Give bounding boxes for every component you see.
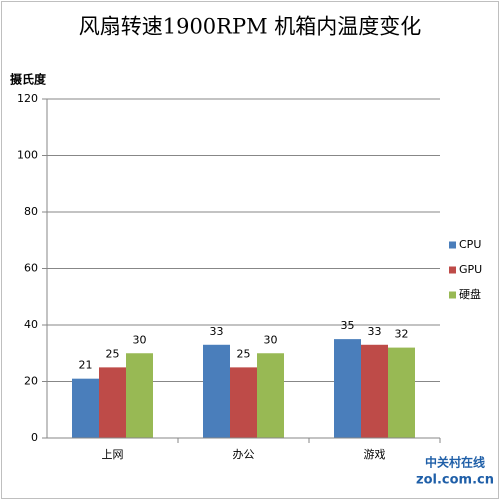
value-label: 21 (79, 359, 93, 372)
x-tick-label: 办公 (233, 448, 255, 461)
bar (72, 378, 99, 438)
y-tick-label: 20 (24, 375, 38, 388)
value-label: 30 (264, 333, 278, 346)
bar (388, 347, 415, 438)
bar (203, 344, 230, 438)
value-label: 33 (368, 325, 382, 338)
legend-swatch (449, 266, 456, 274)
x-tick-label: 游戏 (364, 448, 386, 461)
value-label: 25 (106, 347, 120, 360)
bar (230, 367, 257, 438)
value-label: 32 (395, 328, 409, 341)
bar (99, 367, 126, 438)
y-tick-label: 100 (17, 149, 38, 162)
value-label: 30 (133, 333, 147, 346)
y-tick-label: 120 (17, 92, 38, 105)
bar (361, 344, 388, 438)
x-tick-label: 上网 (102, 448, 124, 461)
legend-swatch (449, 241, 456, 249)
y-tick-label: 60 (24, 262, 38, 275)
value-label: 35 (341, 319, 355, 332)
chart-title: 风扇转速1900RPM 机箱内温度变化 (79, 15, 422, 39)
value-label: 33 (210, 325, 224, 338)
y-axis-label: 摄氏度 (10, 72, 47, 87)
value-label: 25 (237, 347, 251, 360)
y-tick-label: 80 (24, 205, 38, 218)
watermark: 中关村在线 (425, 455, 485, 470)
y-tick-label: 0 (31, 431, 38, 444)
bar (334, 339, 361, 438)
legend-swatch (449, 291, 456, 299)
y-tick-label: 40 (24, 318, 38, 331)
bar (257, 353, 284, 438)
legend-label: 硬盘 (459, 287, 481, 301)
legend-label: GPU (459, 263, 482, 276)
bar (126, 353, 153, 438)
legend-label: CPU (459, 238, 481, 251)
watermark: zol.com.cn (416, 473, 494, 488)
